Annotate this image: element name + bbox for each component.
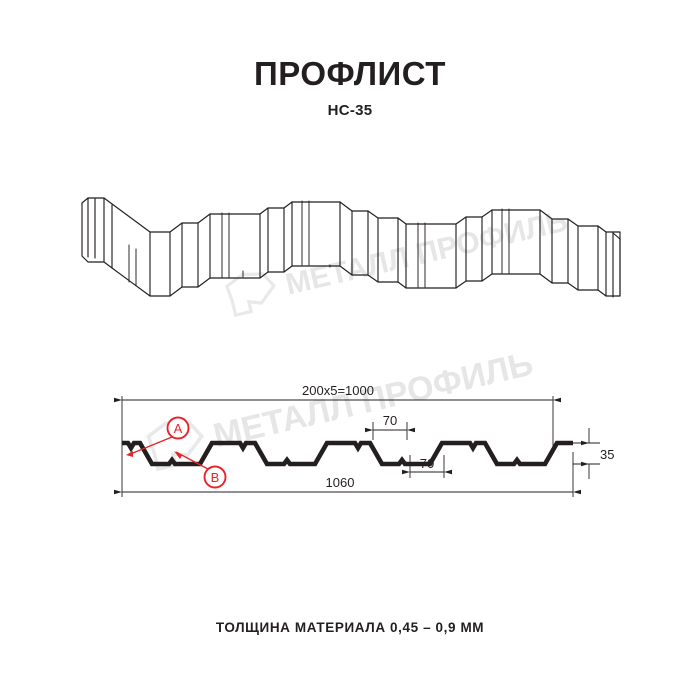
product-model-label: НС-35	[327, 102, 373, 119]
callout-b-label: B	[211, 470, 220, 485]
dim-profile-height: 35	[581, 428, 614, 479]
dim-rib-bottom-width: 70	[402, 455, 452, 478]
dim-profile-height-label: 35	[600, 447, 614, 462]
dim-total-width: 1060	[114, 475, 581, 495]
dim-rib-top-width: 70	[365, 413, 415, 440]
dim-top-working-width-label: 200x5=1000	[302, 383, 374, 398]
dim-rib-top-width-label: 70	[383, 413, 397, 428]
iso-sheet-body	[81, 197, 621, 298]
material-thickness-note: ТОЛЩИНА МАТЕРИАЛА 0,45 – 0,9 ММ	[215, 620, 485, 635]
watermark-logo-bottom: МЕТАЛЛ ПРОФИЛЬ	[146, 345, 537, 472]
profile-section-path	[122, 440, 573, 467]
callout-b: B	[174, 451, 227, 489]
page-title: ПРОФЛИСТ	[254, 55, 446, 92]
dim-total-width-label: 1060	[326, 475, 355, 490]
callout-a: A	[126, 416, 190, 457]
callout-a-label: A	[174, 421, 183, 436]
dim-top-working-width: 200x5=1000	[114, 383, 561, 403]
